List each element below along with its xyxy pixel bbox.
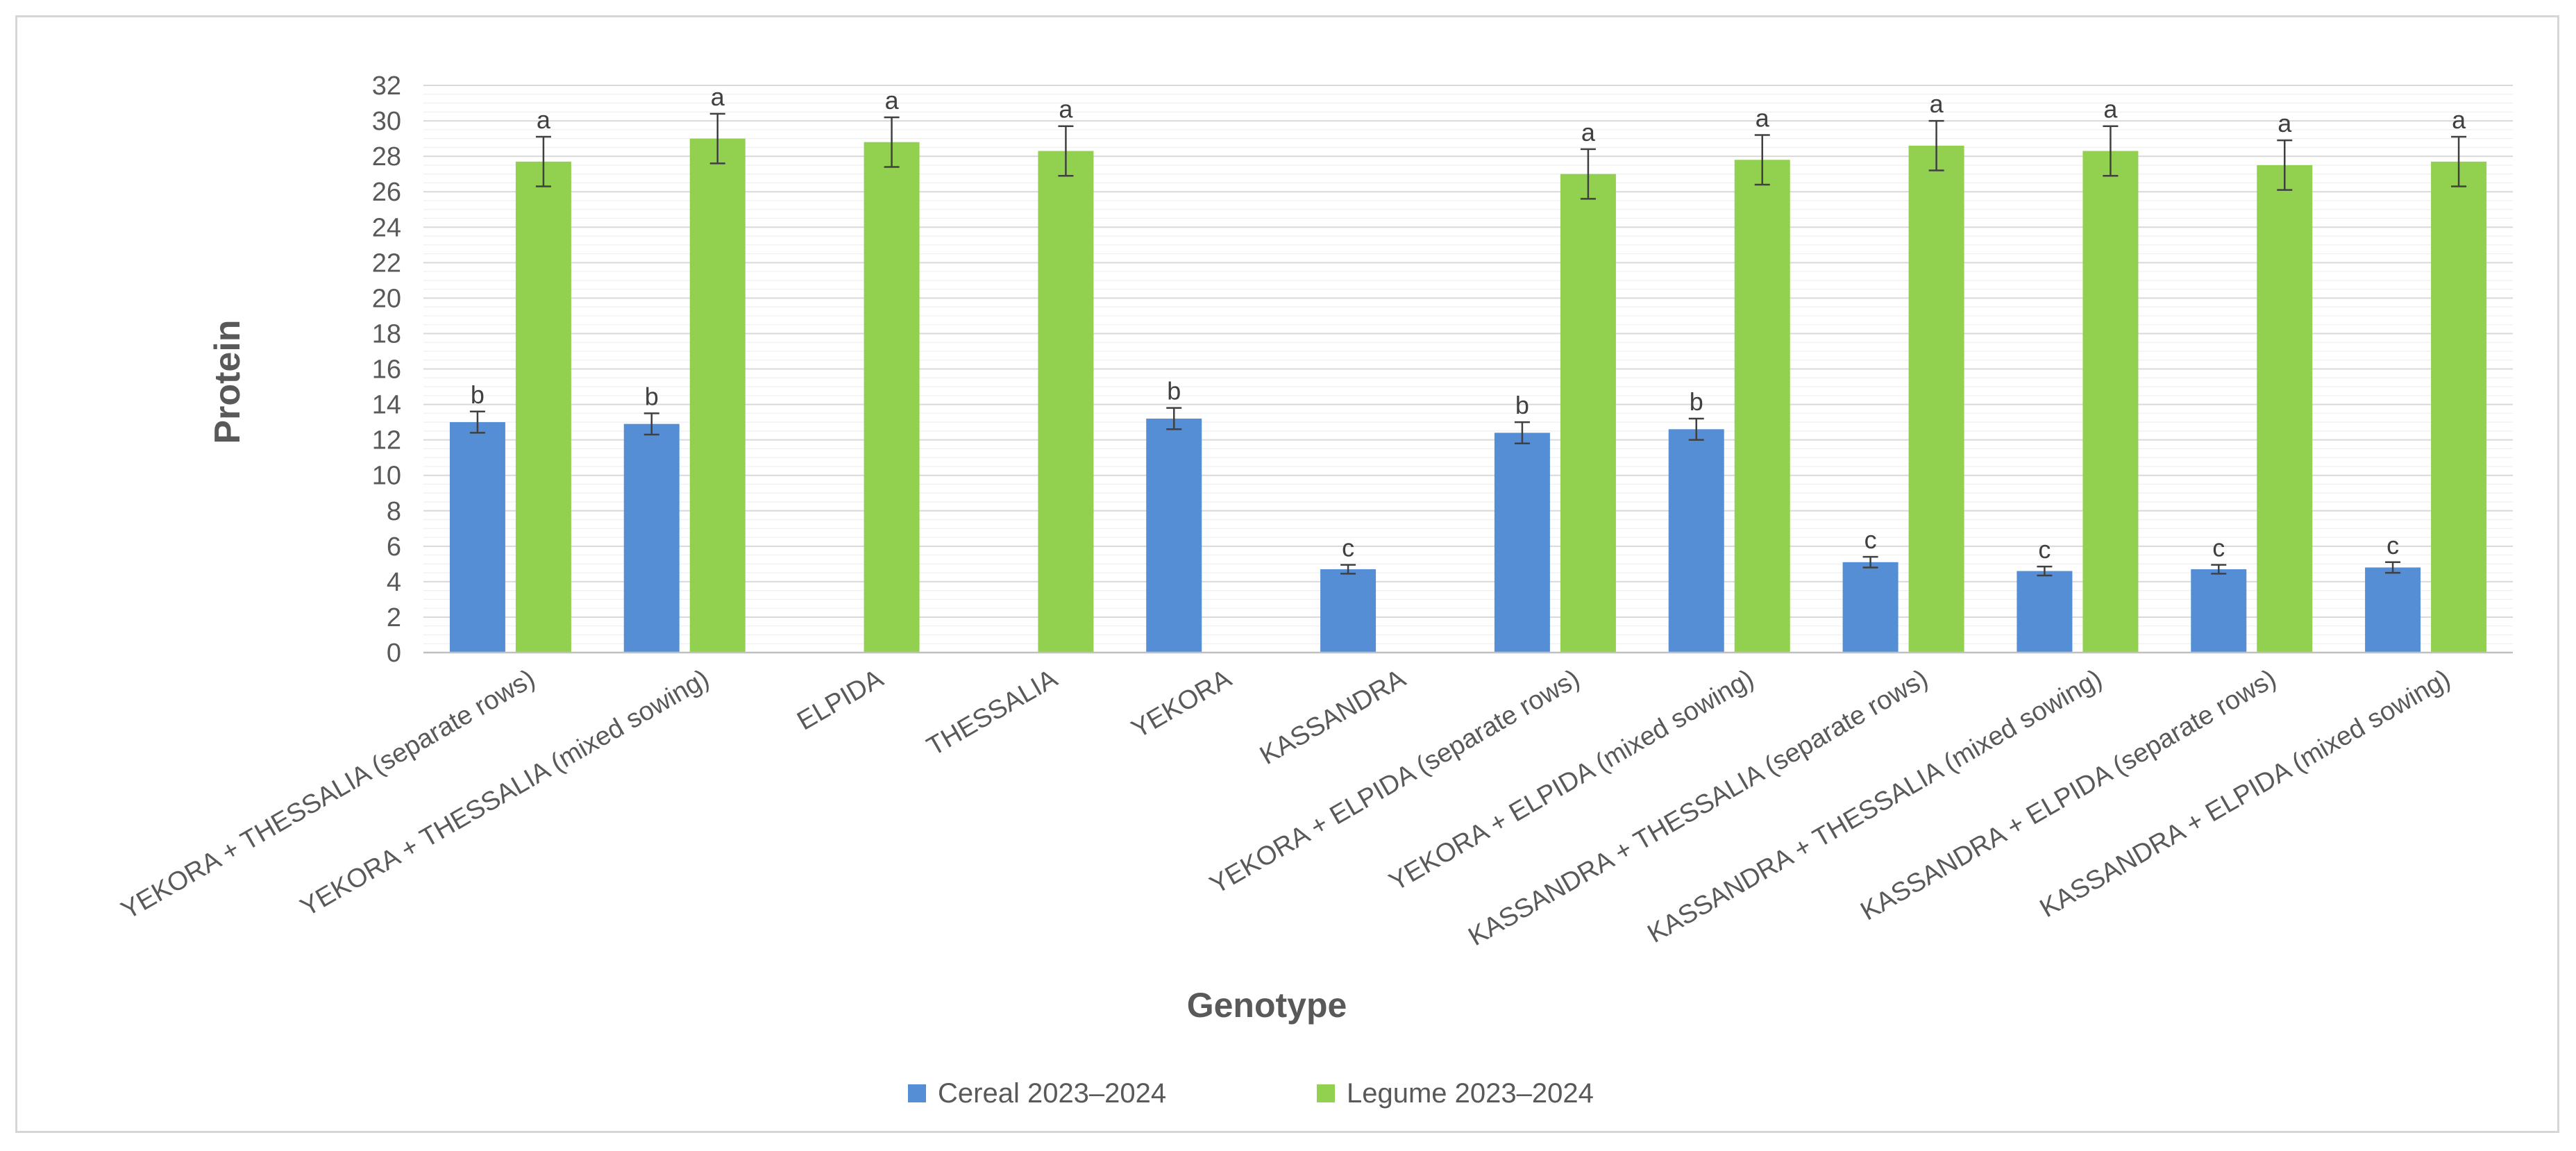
significance-letter: a bbox=[1581, 118, 1596, 146]
legume-bar bbox=[1908, 145, 1964, 653]
significance-letter: a bbox=[2103, 95, 2118, 124]
cereal-bar bbox=[1668, 429, 1724, 653]
error-bars bbox=[469, 112, 2467, 577]
significance-letter: c bbox=[2386, 531, 2399, 560]
bars bbox=[449, 138, 2487, 653]
x-category-label: KASSANDRA bbox=[1255, 664, 1411, 771]
gridlines bbox=[423, 85, 2513, 644]
significance-letter: a bbox=[1930, 90, 1944, 118]
legend-label-legume: Legume 2023–2024 bbox=[1347, 1078, 1594, 1109]
y-tick-label: 12 bbox=[372, 426, 401, 455]
cereal-bar bbox=[1146, 418, 1202, 653]
x-category-label: ELPIDA bbox=[793, 664, 889, 736]
legume-bar bbox=[2431, 161, 2487, 653]
cereal-bar bbox=[1842, 562, 1899, 653]
cereal-bar bbox=[2191, 569, 2247, 653]
cereal-bar bbox=[2017, 571, 2073, 653]
legend-swatch-cereal bbox=[908, 1084, 926, 1102]
significance-letter: b bbox=[471, 380, 485, 409]
cereal-bar bbox=[2365, 567, 2421, 653]
y-tick-label: 16 bbox=[372, 355, 401, 385]
x-category-label: YEKORA + ELPIDA (separate rows) bbox=[1205, 664, 1585, 900]
y-tick-label: 8 bbox=[387, 497, 401, 526]
y-tick-label: 14 bbox=[372, 391, 401, 420]
cereal-bar bbox=[623, 423, 680, 653]
legume-bar bbox=[2082, 151, 2139, 653]
significance-letter: a bbox=[2452, 106, 2466, 134]
legume-bar bbox=[1038, 151, 1094, 653]
significance-letter: a bbox=[1059, 95, 1073, 124]
y-tick-label: 10 bbox=[372, 462, 401, 491]
legend-swatch-legume bbox=[1317, 1084, 1335, 1102]
legume-bar bbox=[1734, 160, 1790, 653]
significance-letter: b bbox=[1515, 391, 1529, 419]
y-tick-label: 28 bbox=[372, 142, 401, 171]
significance-letter: a bbox=[537, 106, 551, 134]
x-category-label: YEKORA bbox=[1127, 664, 1237, 744]
significance-letter: c bbox=[2038, 535, 2051, 564]
legume-bar bbox=[689, 138, 746, 653]
y-tick-label: 4 bbox=[387, 568, 401, 597]
cereal-bar bbox=[1494, 432, 1550, 653]
significance-letter: c bbox=[1864, 526, 1877, 554]
significance-letter: c bbox=[2212, 534, 2225, 562]
significance-letter: b bbox=[645, 382, 659, 410]
y-tick-label: 6 bbox=[387, 532, 401, 562]
significance-letter: a bbox=[885, 86, 900, 115]
y-tick-label: 32 bbox=[372, 72, 401, 101]
y-tick-label: 18 bbox=[372, 319, 401, 348]
y-tick-label: 24 bbox=[372, 213, 401, 242]
significance-letter: c bbox=[1342, 534, 1354, 562]
y-tick-label: 0 bbox=[387, 639, 401, 668]
y-tick-label: 30 bbox=[372, 107, 401, 136]
y-tick-label: 26 bbox=[372, 178, 401, 207]
significance-letter: b bbox=[1167, 377, 1181, 405]
x-axis-title: Genotype bbox=[1187, 986, 1347, 1025]
y-tick-label: 20 bbox=[372, 284, 401, 313]
x-category-label: THESSALIA bbox=[922, 664, 1063, 762]
significance-letter: b bbox=[1690, 387, 1703, 416]
significance-letter: a bbox=[711, 83, 725, 111]
significance-letter: a bbox=[1756, 103, 1770, 132]
cereal-bar bbox=[1320, 569, 1377, 653]
legend-label-cereal: Cereal 2023–2024 bbox=[938, 1078, 1166, 1109]
cereal-bar bbox=[449, 422, 505, 653]
significance-letters: b b b c b b c c c c a a a a a a a a a a bbox=[471, 83, 2466, 564]
legume-bar bbox=[1560, 174, 1616, 653]
x-category-label: YEKORA + ELPIDA (mixed sowing) bbox=[1384, 664, 1759, 897]
y-tick-label: 2 bbox=[387, 603, 401, 632]
legume-bar bbox=[515, 161, 571, 653]
x-axis-category-labels: YEKORA + THESSALIA (separate rows)YEKORA… bbox=[117, 664, 2455, 952]
significance-letter: a bbox=[2278, 109, 2292, 137]
legume-bar bbox=[864, 142, 920, 653]
y-axis-title: Protein bbox=[208, 319, 248, 444]
legume-bar bbox=[2257, 165, 2313, 653]
legend: Cereal 2023–2024 Legume 2023–2024 bbox=[908, 1078, 1594, 1109]
y-tick-label: 22 bbox=[372, 249, 401, 278]
